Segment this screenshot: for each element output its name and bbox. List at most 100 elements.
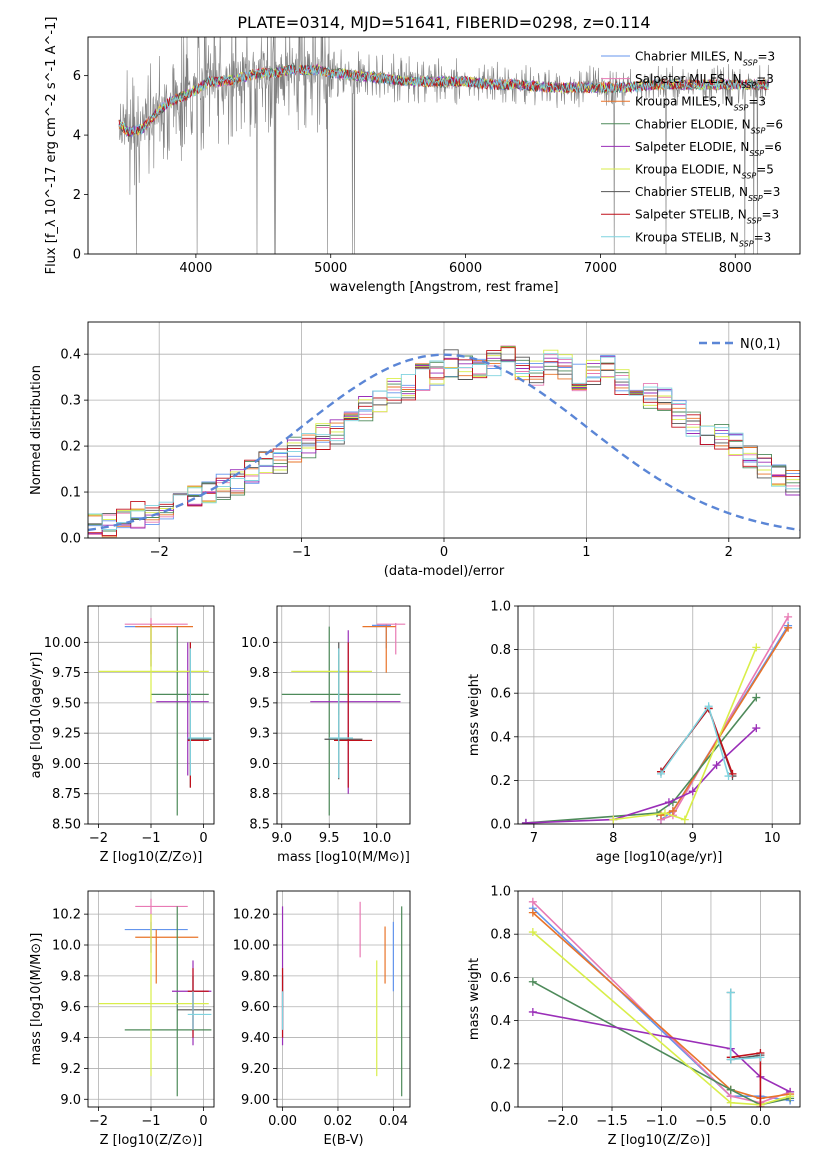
histogram-8 — [88, 347, 800, 536]
x-tick-label: 0.00 — [268, 1114, 297, 1129]
series-6-marker — [752, 643, 761, 652]
y-tick-label: 8.8 — [249, 787, 270, 802]
model-9-line — [118, 64, 769, 135]
x-tick-label: −1 — [292, 545, 311, 560]
y-tick-label: 8.50 — [52, 818, 81, 833]
series-1-line — [532, 907, 791, 1102]
legend-entry: Salpeter MILES, NSSP=3 — [635, 72, 774, 90]
y-tick-label: 0.8 — [490, 643, 511, 658]
y-tick-label: 2 — [73, 188, 81, 203]
series-6-line — [613, 647, 758, 821]
x-axis-label: Z [log10(Z/Z⊙)] — [100, 1133, 203, 1148]
y-tick-label: 0.8 — [490, 928, 511, 943]
x-tick-label: −1.5 — [596, 1114, 628, 1129]
x-tick-label: 6000 — [449, 261, 482, 276]
y-tick-label: 0.2 — [490, 1057, 511, 1072]
histogram-5 — [88, 355, 800, 535]
series-2-marker — [784, 612, 793, 621]
histograms — [88, 345, 800, 538]
series-5-marker — [521, 818, 530, 824]
x-tick-label: 0.04 — [379, 1114, 408, 1129]
chart-panel-3: −2 −1 0 8.50 8.75 9.00 9.25 9.50 9.75 10.00 Z [log… — [29, 605, 215, 865]
chart-panel-2: −2 −1 0 1 2 0.0 0.1 0.2 0.3 0.4 (data-model)/error… — [29, 321, 801, 579]
y-tick-label: 0.4 — [60, 348, 81, 363]
axes-frame — [276, 605, 411, 825]
series-9-marker — [756, 1053, 765, 1062]
x-tick-label: 5000 — [314, 261, 347, 276]
chart-panel-4: 9.0 9.5 10.0 8.5 8.8 9.0 9.3 9.5 9.8 10.0 mass [lo… — [241, 605, 411, 865]
series-5-marker — [752, 724, 761, 733]
series-2-marker — [528, 897, 537, 906]
model-7-line — [118, 63, 769, 138]
y-tick-label: 1.0 — [490, 885, 511, 900]
chart-panel-1: 4000 5000 6000 7000 8000 0 2 4 6 wavelength [Angs… — [44, 17, 801, 295]
series-6-marker — [680, 815, 689, 824]
y-tick-label: 9.2 — [60, 1062, 81, 1077]
model-5-line — [118, 63, 769, 137]
y-tick-label: 10.00 — [44, 636, 81, 651]
y-tick-label: 9.80 — [241, 969, 270, 984]
legend: N(0,1) — [699, 337, 781, 352]
x-axis-label: Z [log10(Z/Z⊙)] — [100, 850, 203, 865]
y-tick-label: 9.5 — [249, 696, 270, 711]
y-tick-label: 10.0 — [241, 636, 270, 651]
series-4-marker — [752, 693, 761, 702]
series-9-line — [729, 992, 761, 1061]
x-tick-label: 0 — [440, 545, 448, 560]
histogram-3 — [88, 359, 800, 538]
y-axis-label: Flux [f_λ 10^-17 erg cm^-2 s^-1 A^-1] — [44, 17, 59, 275]
y-tick-label: 0.0 — [60, 532, 81, 547]
x-tick-label: 10 — [764, 831, 781, 846]
x-tick-label: −2 — [89, 1114, 108, 1129]
x-tick-label: 0.0 — [750, 1114, 771, 1129]
y-axis-label: Normed distribution — [29, 365, 44, 495]
y-tick-label: 0.0 — [490, 818, 511, 833]
series-2-line — [660, 616, 789, 821]
series-3-line — [532, 912, 791, 1100]
series-2-line — [532, 901, 791, 1104]
y-tick-label: 1.0 — [490, 600, 511, 615]
x-axis-label: E(B-V) — [323, 1133, 363, 1148]
x-tick-label: 9.0 — [271, 831, 292, 846]
y-tick-label: 9.20 — [241, 1062, 270, 1077]
figure-title: PLATE=0314, MJD=51641, FIBERID=0298, z=0… — [237, 13, 650, 32]
axes-frame — [517, 890, 801, 1108]
legend: Chabrier MILES, NSSP=3 Salpeter MILES, NS… — [601, 50, 783, 248]
series-6-marker — [609, 815, 618, 824]
y-tick-label: 6 — [73, 69, 81, 84]
axes-frame — [276, 890, 411, 1108]
series-5-marker — [528, 1007, 537, 1016]
y-tick-label: 9.3 — [249, 727, 270, 742]
y-tick-label: 0.2 — [60, 440, 81, 455]
x-tick-label: 8000 — [719, 261, 752, 276]
y-axis-label: age [log10(age/yr)] — [29, 652, 44, 779]
x-tick-label: −2 — [89, 831, 108, 846]
series-7-line — [729, 992, 761, 1061]
y-tick-label: 8.5 — [249, 818, 270, 833]
x-axis-label: wavelength [Angstrom, rest frame] — [330, 280, 559, 295]
legend-entry: N(0,1) — [740, 337, 781, 352]
series-lines — [528, 897, 795, 1107]
chart-panel-6: −2 −1 0 9.0 9.2 9.4 9.6 9.8 10.0 10.2 Z [log10(Z/Z… — [29, 890, 215, 1148]
series-5-marker — [688, 787, 697, 796]
y-tick-label: 10.2 — [52, 908, 81, 923]
histogram-4 — [88, 346, 800, 532]
x-tick-label: −1 — [141, 831, 160, 846]
errorbars — [98, 618, 212, 816]
y-axis-label: mass [log10(M/M⊙)] — [29, 933, 44, 1066]
x-tick-label: 4000 — [179, 261, 212, 276]
y-tick-label: 9.00 — [52, 757, 81, 772]
series-3-marker — [528, 908, 537, 917]
x-tick-label: 2 — [725, 545, 733, 560]
y-tick-label: 9.8 — [249, 666, 270, 681]
histogram-2 — [88, 345, 800, 536]
histogram-9 — [88, 353, 800, 531]
y-tick-label: 9.50 — [52, 696, 81, 711]
series-4-marker — [726, 1085, 735, 1094]
model-6-line — [118, 64, 769, 137]
y-tick-label: 9.75 — [52, 666, 81, 681]
axes-frame — [87, 605, 215, 825]
series-6-marker — [660, 809, 669, 818]
x-axis-label: Z [log10(Z/Z⊙)] — [608, 1133, 711, 1148]
